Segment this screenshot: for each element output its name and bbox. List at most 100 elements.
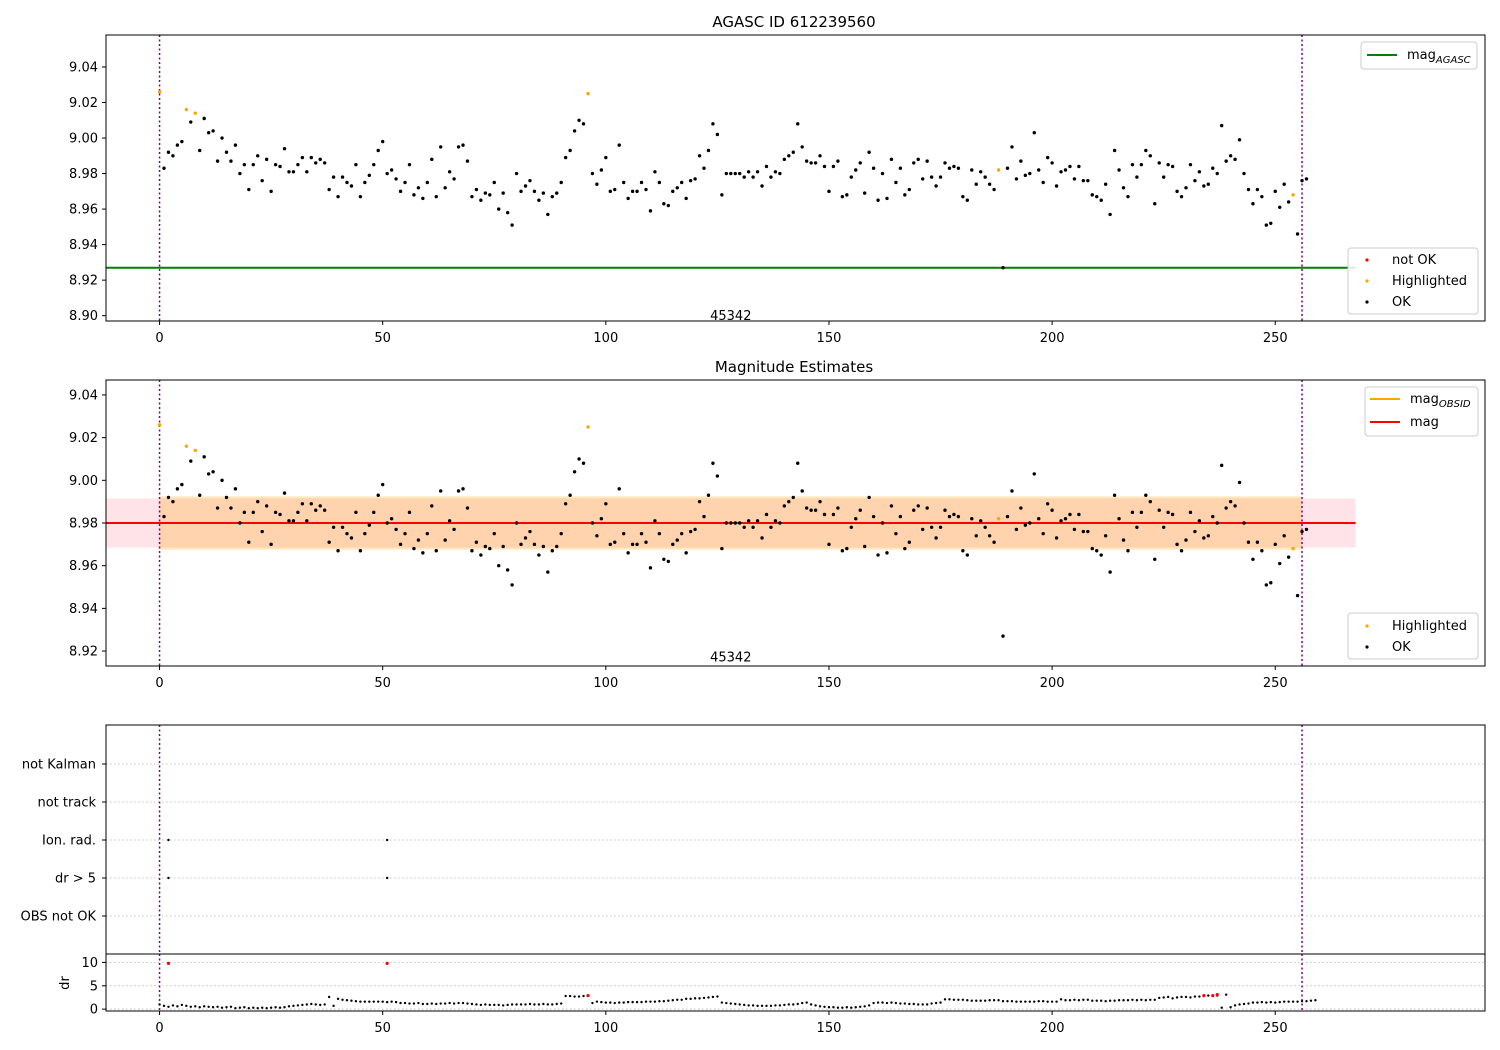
data-point	[407, 510, 412, 515]
dr-point	[1095, 999, 1098, 1002]
data-point	[1295, 593, 1300, 598]
data-point	[1188, 510, 1193, 515]
data-point	[1251, 202, 1255, 206]
dr-point	[1247, 1002, 1250, 1005]
data-point	[679, 531, 684, 536]
data-point	[523, 536, 528, 540]
data-point	[1188, 162, 1193, 167]
data-point	[456, 489, 461, 493]
flag-label: not track	[37, 796, 96, 811]
data-point	[166, 495, 171, 500]
data-point	[546, 570, 550, 574]
data-point	[1228, 154, 1233, 158]
data-point	[947, 514, 952, 519]
x-tick-label: 250	[1263, 676, 1288, 691]
data-point	[1001, 266, 1005, 270]
data-point	[407, 162, 412, 167]
data-point	[1059, 519, 1063, 523]
dr-point	[1274, 1001, 1277, 1004]
dr-point	[1086, 998, 1090, 1001]
legend-bottom: Highlighted OK	[1347, 612, 1479, 660]
data-point	[693, 177, 697, 181]
data-point	[974, 182, 978, 186]
data-point	[528, 178, 532, 183]
data-point	[1072, 177, 1077, 181]
data-point	[1072, 527, 1077, 532]
dr-point	[319, 1003, 322, 1007]
data-point	[394, 527, 398, 532]
data-point	[849, 525, 853, 529]
data-point	[1197, 170, 1202, 174]
data-point	[1269, 221, 1273, 225]
data-point	[1157, 161, 1161, 165]
data-point	[934, 184, 938, 188]
data-point	[702, 514, 706, 519]
data-point	[1282, 534, 1286, 538]
dr-point	[457, 1001, 460, 1005]
dr-point	[1287, 1000, 1290, 1003]
data-point	[345, 531, 349, 536]
dr-point	[211, 1006, 215, 1009]
data-point	[537, 198, 541, 202]
data-point	[1206, 182, 1211, 186]
dr-point	[649, 1000, 652, 1003]
data-point	[474, 187, 479, 192]
dr-point	[1193, 995, 1197, 998]
data-point	[1175, 189, 1179, 194]
legend-label-sub: AGASC	[1435, 55, 1471, 66]
data-point	[688, 178, 693, 183]
data-point	[354, 162, 358, 167]
data-point	[1233, 157, 1237, 162]
data-point	[697, 154, 702, 158]
flag-label: Ion. rad.	[42, 834, 96, 849]
data-point	[912, 508, 916, 512]
dr-point	[1220, 1006, 1223, 1009]
data-point	[840, 194, 845, 199]
dr-point	[734, 1002, 737, 1006]
data-point	[1273, 542, 1277, 547]
data-point	[608, 189, 612, 194]
dr-point	[1175, 996, 1179, 999]
y-tick-label: 5	[90, 979, 98, 994]
y-tick-label: 10	[81, 956, 98, 971]
data-point	[282, 146, 287, 151]
dr-point	[943, 998, 947, 1001]
data-point	[791, 495, 795, 500]
data-point	[1211, 514, 1215, 519]
data-point	[233, 487, 238, 491]
data-point	[1023, 173, 1028, 178]
data-point	[546, 212, 550, 217]
data-point	[822, 164, 827, 169]
data-point	[430, 157, 434, 162]
dr-point	[560, 1002, 563, 1005]
data-point	[1139, 162, 1144, 167]
dr-point	[510, 1003, 514, 1006]
data-point	[1300, 178, 1304, 183]
data-point	[247, 187, 251, 192]
data-point	[198, 493, 202, 497]
data-point	[729, 171, 733, 176]
dr-point	[336, 997, 340, 1001]
data-point	[720, 546, 724, 551]
dr-point	[1091, 999, 1094, 1002]
data-point	[492, 180, 496, 185]
dr-point	[1113, 999, 1116, 1002]
data-point	[1037, 168, 1041, 172]
dr-point	[1314, 999, 1317, 1002]
dr-point	[484, 1003, 487, 1006]
data-point	[688, 529, 693, 534]
data-point	[412, 546, 416, 551]
data-point	[965, 198, 970, 202]
data-point	[1037, 517, 1041, 521]
dr-point	[689, 997, 692, 1001]
dr-point	[1126, 999, 1130, 1002]
data-point	[724, 521, 729, 525]
dr-point	[774, 1004, 777, 1007]
dr-point	[1024, 1000, 1027, 1003]
obsid-annotation: 45342	[710, 309, 751, 324]
data-point	[1117, 517, 1121, 521]
data-point	[1184, 186, 1188, 190]
data-point	[675, 538, 679, 542]
dr-point	[720, 1001, 724, 1004]
data-point	[1135, 525, 1139, 529]
